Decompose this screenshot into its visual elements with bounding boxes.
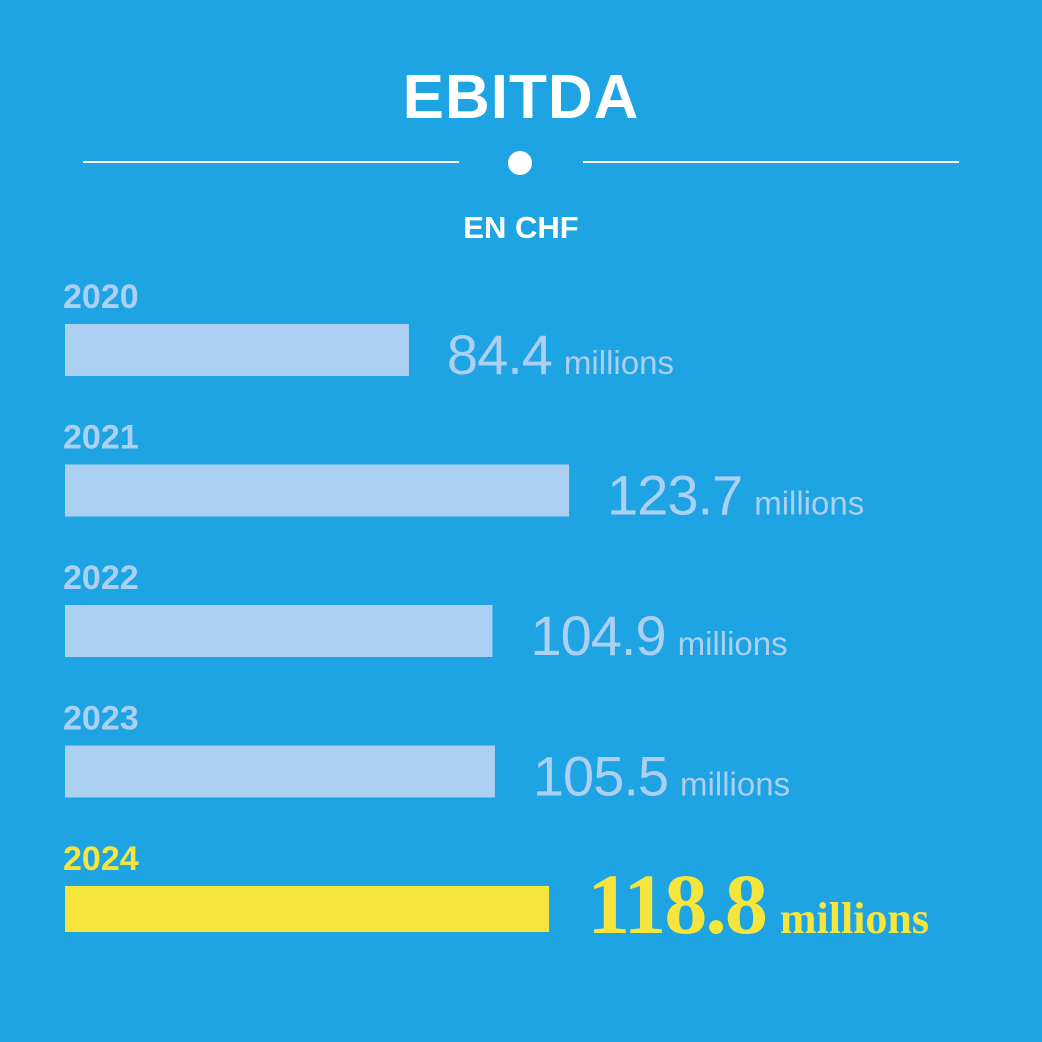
currency-subtitle: EN CHF xyxy=(463,210,579,245)
title-divider-right xyxy=(583,161,959,163)
title-divider-left xyxy=(83,161,459,163)
year-label-2023: 2023 xyxy=(63,700,139,738)
bar-2022 xyxy=(65,605,493,657)
chart-title: EBITDA xyxy=(402,63,640,132)
bar-2020 xyxy=(65,324,409,376)
bar-2024 xyxy=(65,886,550,932)
value-unit-2021: millions xyxy=(754,485,864,522)
value-number-2021: 123.7 xyxy=(607,464,742,527)
year-label-2022: 2022 xyxy=(63,559,139,597)
bar-2023 xyxy=(65,745,495,798)
bar-2021 xyxy=(65,464,570,517)
divider-dot xyxy=(508,151,532,175)
value-number-2024: 118.8 xyxy=(587,856,766,952)
year-label-2020: 2020 xyxy=(63,278,139,316)
year-label-2024: 2024 xyxy=(63,840,139,878)
value-unit-2024: millions xyxy=(780,894,929,943)
value-label-2021: 123.7 millions xyxy=(607,464,864,527)
value-unit-2023: millions xyxy=(680,766,790,803)
value-label-2020: 84.4 millions xyxy=(447,323,674,386)
value-number-2020: 84.4 xyxy=(447,323,552,386)
value-label-2023: 105.5 millions xyxy=(533,745,790,808)
value-number-2022: 104.9 xyxy=(530,604,665,667)
value-number-2023: 105.5 xyxy=(533,745,668,808)
value-label-2024: 118.8 millions xyxy=(587,856,929,952)
value-label-2022: 104.9 millions xyxy=(530,604,787,667)
year-label-2021: 2021 xyxy=(63,419,139,457)
value-unit-2022: millions xyxy=(678,625,788,662)
value-unit-2020: millions xyxy=(564,344,674,381)
